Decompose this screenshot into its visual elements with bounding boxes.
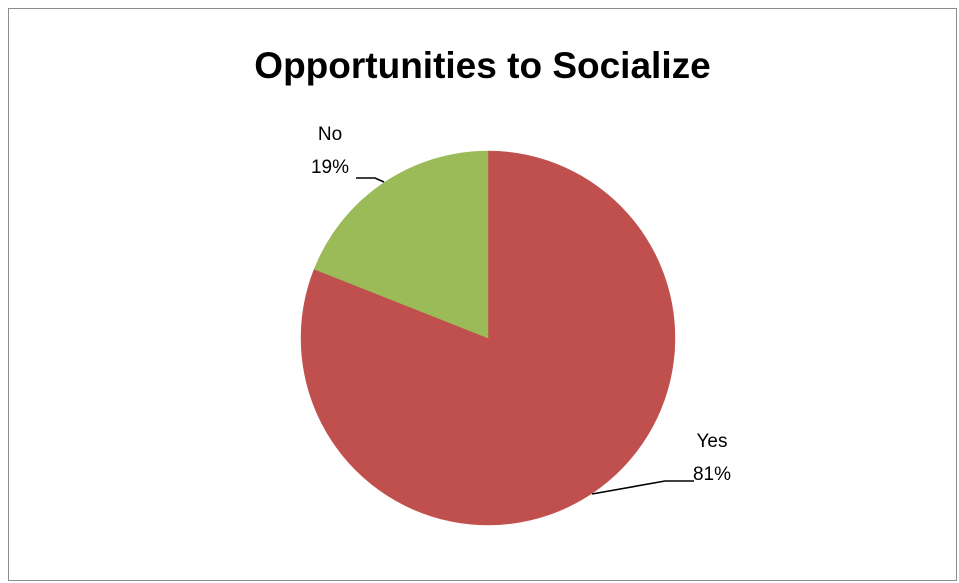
leader-line-no	[356, 177, 385, 183]
slice-value-label-no: 19%	[311, 157, 349, 178]
leader-line-yes	[591, 480, 694, 495]
pie-slice-no	[313, 150, 489, 339]
slice-value-label-yes: 81%	[693, 464, 731, 485]
leader-lines	[356, 177, 694, 495]
slice-labels: Yes 81% No 19%	[311, 124, 731, 485]
slice-category-label-no: No	[318, 124, 342, 145]
slice-category-label-yes: Yes	[697, 431, 728, 452]
pie-slices	[300, 150, 676, 526]
chart-title: Opportunities to Socialize	[254, 45, 711, 86]
